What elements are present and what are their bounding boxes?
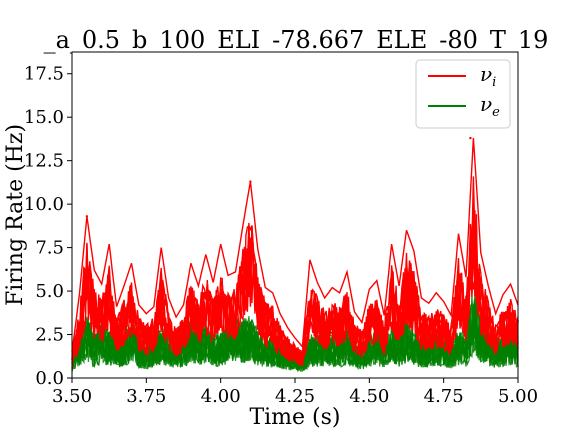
y-tick-label: 10.0 [24,194,64,215]
y-tick-label: 0.0 [35,368,64,389]
series-nu-i-peak [249,180,252,183]
y-tick-label: 12.5 [24,151,64,172]
y-axis: 0.0 2.5 5.0 7.5 10.0 12.5 15.0 17.5 [24,64,72,389]
x-tick-label: 4.25 [275,386,315,407]
x-tick-label: 4.00 [201,386,241,407]
legend-subscript-i: i [492,75,496,90]
x-tick-label: 4.50 [349,386,389,407]
x-tick-label: 5.00 [498,386,538,407]
x-tick-label: 3.50 [52,386,92,407]
y-tick-label: 17.5 [24,64,64,85]
x-tick-label: 3.75 [126,386,166,407]
y-tick-label: 15.0 [24,107,64,128]
x-axis-label: Time (s) [249,405,340,430]
y-tick-label: 2.5 [35,325,64,346]
legend: νi νe [415,59,511,129]
y-tick-label: 7.5 [35,238,64,259]
series-lines-layer [71,136,519,369]
y-tick-label: 5.0 [35,281,64,302]
y-axis-label: Firing Rate (Hz) [3,124,28,306]
x-axis: 3.50 3.75 4.00 4.25 4.50 4.75 5.00 [52,378,538,407]
series-nu-i-peak [469,136,472,140]
x-tick-label: 4.75 [424,386,464,407]
series-nu-i-trace [71,214,519,363]
legend-subscript-e: e [492,105,500,120]
series-nu-i-line [71,138,519,352]
series-nu-i-trace [71,200,519,366]
chart-title: _a_0.5_b_100_ELI_-78.667_ELE_-80_T_19 [44,26,549,54]
series-nu-i-peak [85,215,89,218]
